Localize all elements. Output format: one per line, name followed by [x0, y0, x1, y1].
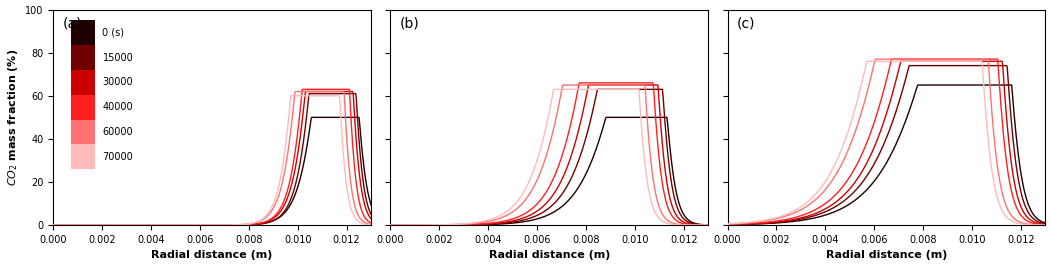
- X-axis label: Radial distance (m): Radial distance (m): [489, 251, 610, 260]
- Text: 0 (s): 0 (s): [103, 28, 124, 38]
- Text: (b): (b): [400, 16, 419, 30]
- Text: 60000: 60000: [103, 127, 133, 137]
- Bar: [70, 20, 95, 45]
- Bar: [70, 119, 95, 144]
- Text: (a): (a): [63, 16, 82, 30]
- Text: (c): (c): [737, 16, 756, 30]
- Bar: [70, 95, 95, 119]
- X-axis label: Radial distance (m): Radial distance (m): [826, 251, 947, 260]
- Bar: [70, 144, 95, 169]
- Y-axis label: $CO_2$ mass fraction (%): $CO_2$ mass fraction (%): [5, 49, 20, 186]
- Text: 40000: 40000: [103, 102, 133, 112]
- X-axis label: Radial distance (m): Radial distance (m): [151, 251, 273, 260]
- Text: 30000: 30000: [103, 77, 133, 87]
- Text: 15000: 15000: [103, 52, 133, 63]
- Bar: [70, 45, 95, 70]
- Bar: [70, 70, 95, 95]
- Text: 70000: 70000: [103, 152, 133, 162]
